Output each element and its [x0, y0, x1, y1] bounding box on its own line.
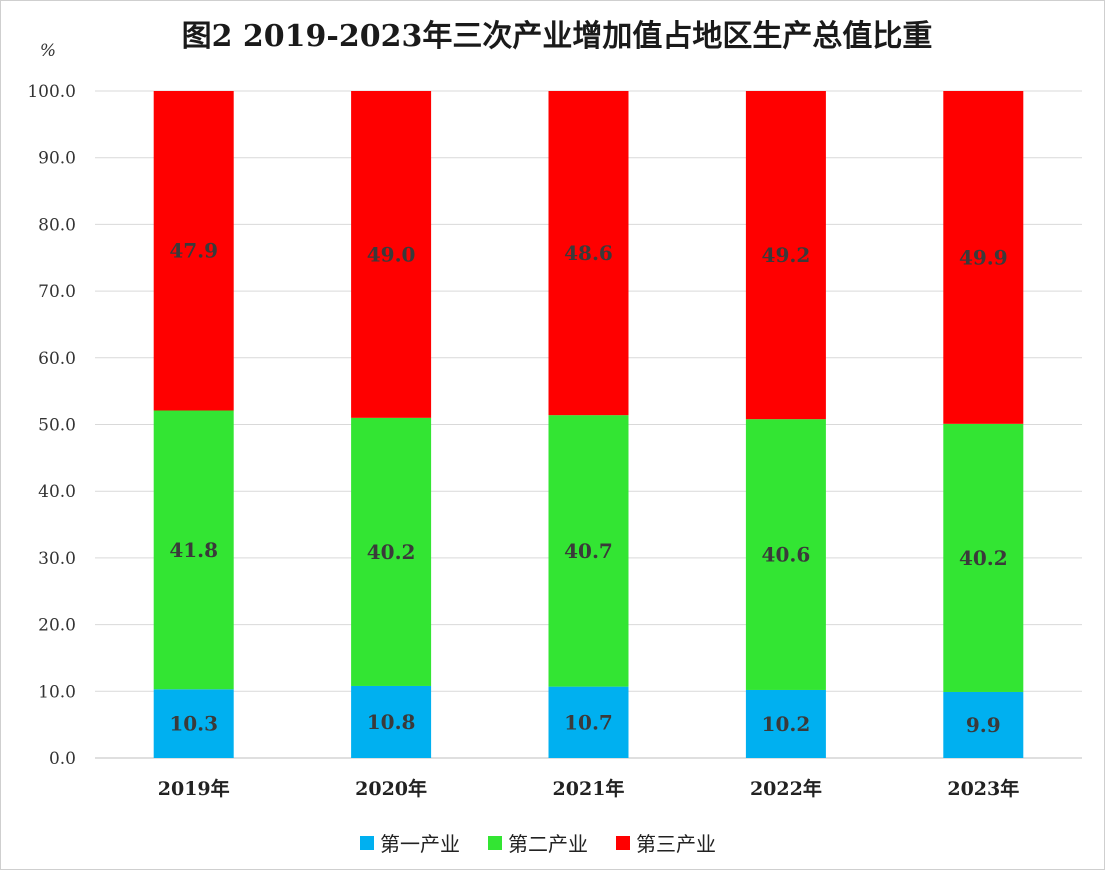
bar-segment: [153, 91, 234, 411]
data-label: 10.2: [762, 712, 811, 736]
bar-segment: [351, 91, 432, 418]
x-axis-ticks: 2019年 2020年 2021年 2022年 2023年: [158, 777, 1019, 800]
data-label: 40.2: [959, 546, 1008, 570]
bar-segment: [153, 689, 234, 758]
y-tick-label: 10.0: [38, 682, 76, 702]
legend-label: 第二产业: [508, 832, 588, 856]
data-label: 40.2: [367, 540, 416, 564]
bar-segment: [943, 91, 1024, 424]
data-label: 10.3: [169, 712, 218, 736]
chart-title: 图2 2019-2023年三次产业增加值占地区生产总值比重: [182, 19, 933, 54]
data-label: 49.9: [959, 245, 1008, 269]
y-tick-label: 90.0: [38, 149, 76, 169]
y-axis-unit: %: [40, 41, 56, 61]
y-tick-label: 100.0: [27, 82, 76, 102]
legend-label: 第三产业: [636, 832, 716, 856]
bar-segment: [351, 685, 432, 758]
y-axis-ticks: 0.0 10.0 20.0 30.0 40.0 50.0 60.0 70.0 80.0 90.0 1…: [27, 82, 76, 769]
legend-item: 第二产业: [488, 832, 588, 856]
data-label: 40.7: [564, 539, 613, 563]
bar-segment: [943, 423, 1024, 692]
y-tick-label: 70.0: [38, 282, 76, 302]
y-tick-label: 50.0: [38, 416, 76, 436]
bars: [153, 91, 1024, 758]
bar-segment: [745, 689, 826, 758]
x-tick-label: 2019年: [158, 777, 230, 800]
bar-segment: [548, 415, 629, 687]
data-label: 40.6: [762, 543, 811, 567]
bar-segment: [548, 686, 629, 758]
data-label: 49.0: [367, 242, 416, 266]
x-tick-label: 2022年: [750, 777, 822, 800]
data-label: 9.9: [966, 713, 1001, 737]
legend-swatch: [488, 836, 502, 850]
legend-item: 第一产业: [360, 832, 460, 856]
data-label: 49.2: [762, 243, 811, 267]
x-tick-label: 2021年: [553, 777, 625, 800]
data-label: 10.7: [564, 710, 613, 734]
bar-segment: [745, 419, 826, 690]
y-tick-label: 30.0: [38, 549, 76, 569]
y-tick-label: 80.0: [38, 215, 76, 235]
bar-segment: [745, 91, 826, 420]
y-tick-label: 40.0: [38, 482, 76, 502]
x-tick-label: 2020年: [355, 777, 427, 800]
data-label: 48.6: [564, 241, 613, 265]
x-tick-label: 2023年: [947, 777, 1019, 800]
legend-swatch: [360, 836, 374, 850]
legend-label: 第一产业: [380, 832, 460, 856]
y-tick-label: 60.0: [38, 349, 76, 369]
legend: 第一产业 第二产业 第三产业: [360, 832, 716, 856]
bar-segment: [943, 691, 1024, 758]
bar-segment: [153, 410, 234, 690]
data-label: 10.8: [367, 710, 416, 734]
bar-segment: [548, 91, 629, 416]
legend-swatch: [616, 836, 630, 850]
data-labels: 10.3 41.8 47.9 10.8 40.2 49.0 10.7 40.7 48.6 10.2…: [169, 239, 1007, 737]
y-tick-label: 0.0: [49, 749, 76, 769]
legend-item: 第三产业: [616, 832, 716, 856]
bar-segment: [351, 417, 432, 686]
data-label: 41.8: [169, 538, 218, 562]
y-tick-label: 20.0: [38, 616, 76, 636]
data-label: 47.9: [169, 239, 218, 263]
